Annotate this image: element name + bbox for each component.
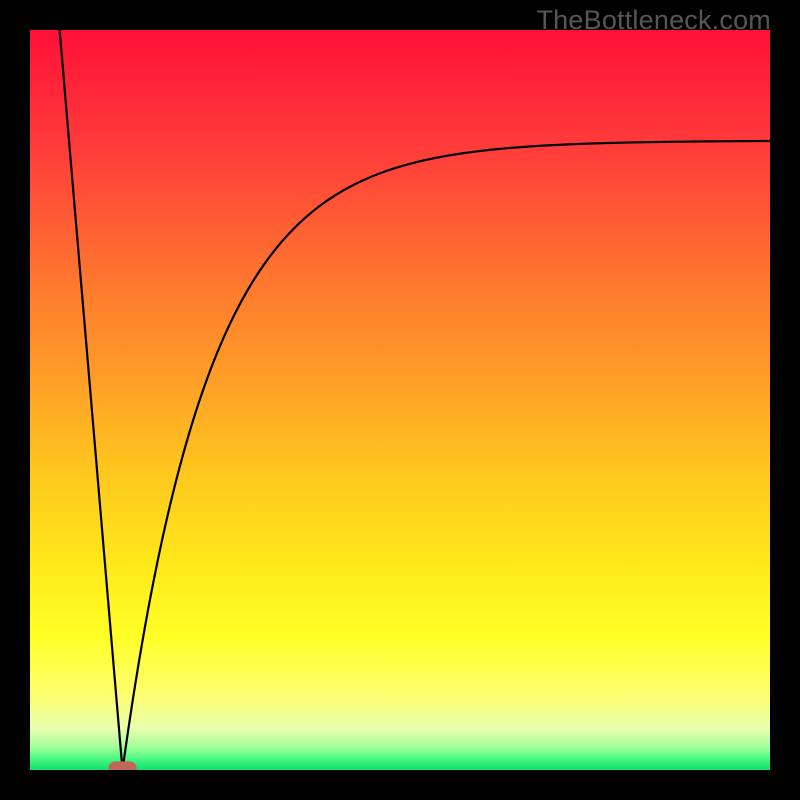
chart-frame [30, 30, 770, 770]
bottleneck-chart-svg [30, 30, 770, 770]
minimum-marker [108, 761, 136, 770]
watermark-text: TheBottleneck.com [536, 5, 771, 36]
